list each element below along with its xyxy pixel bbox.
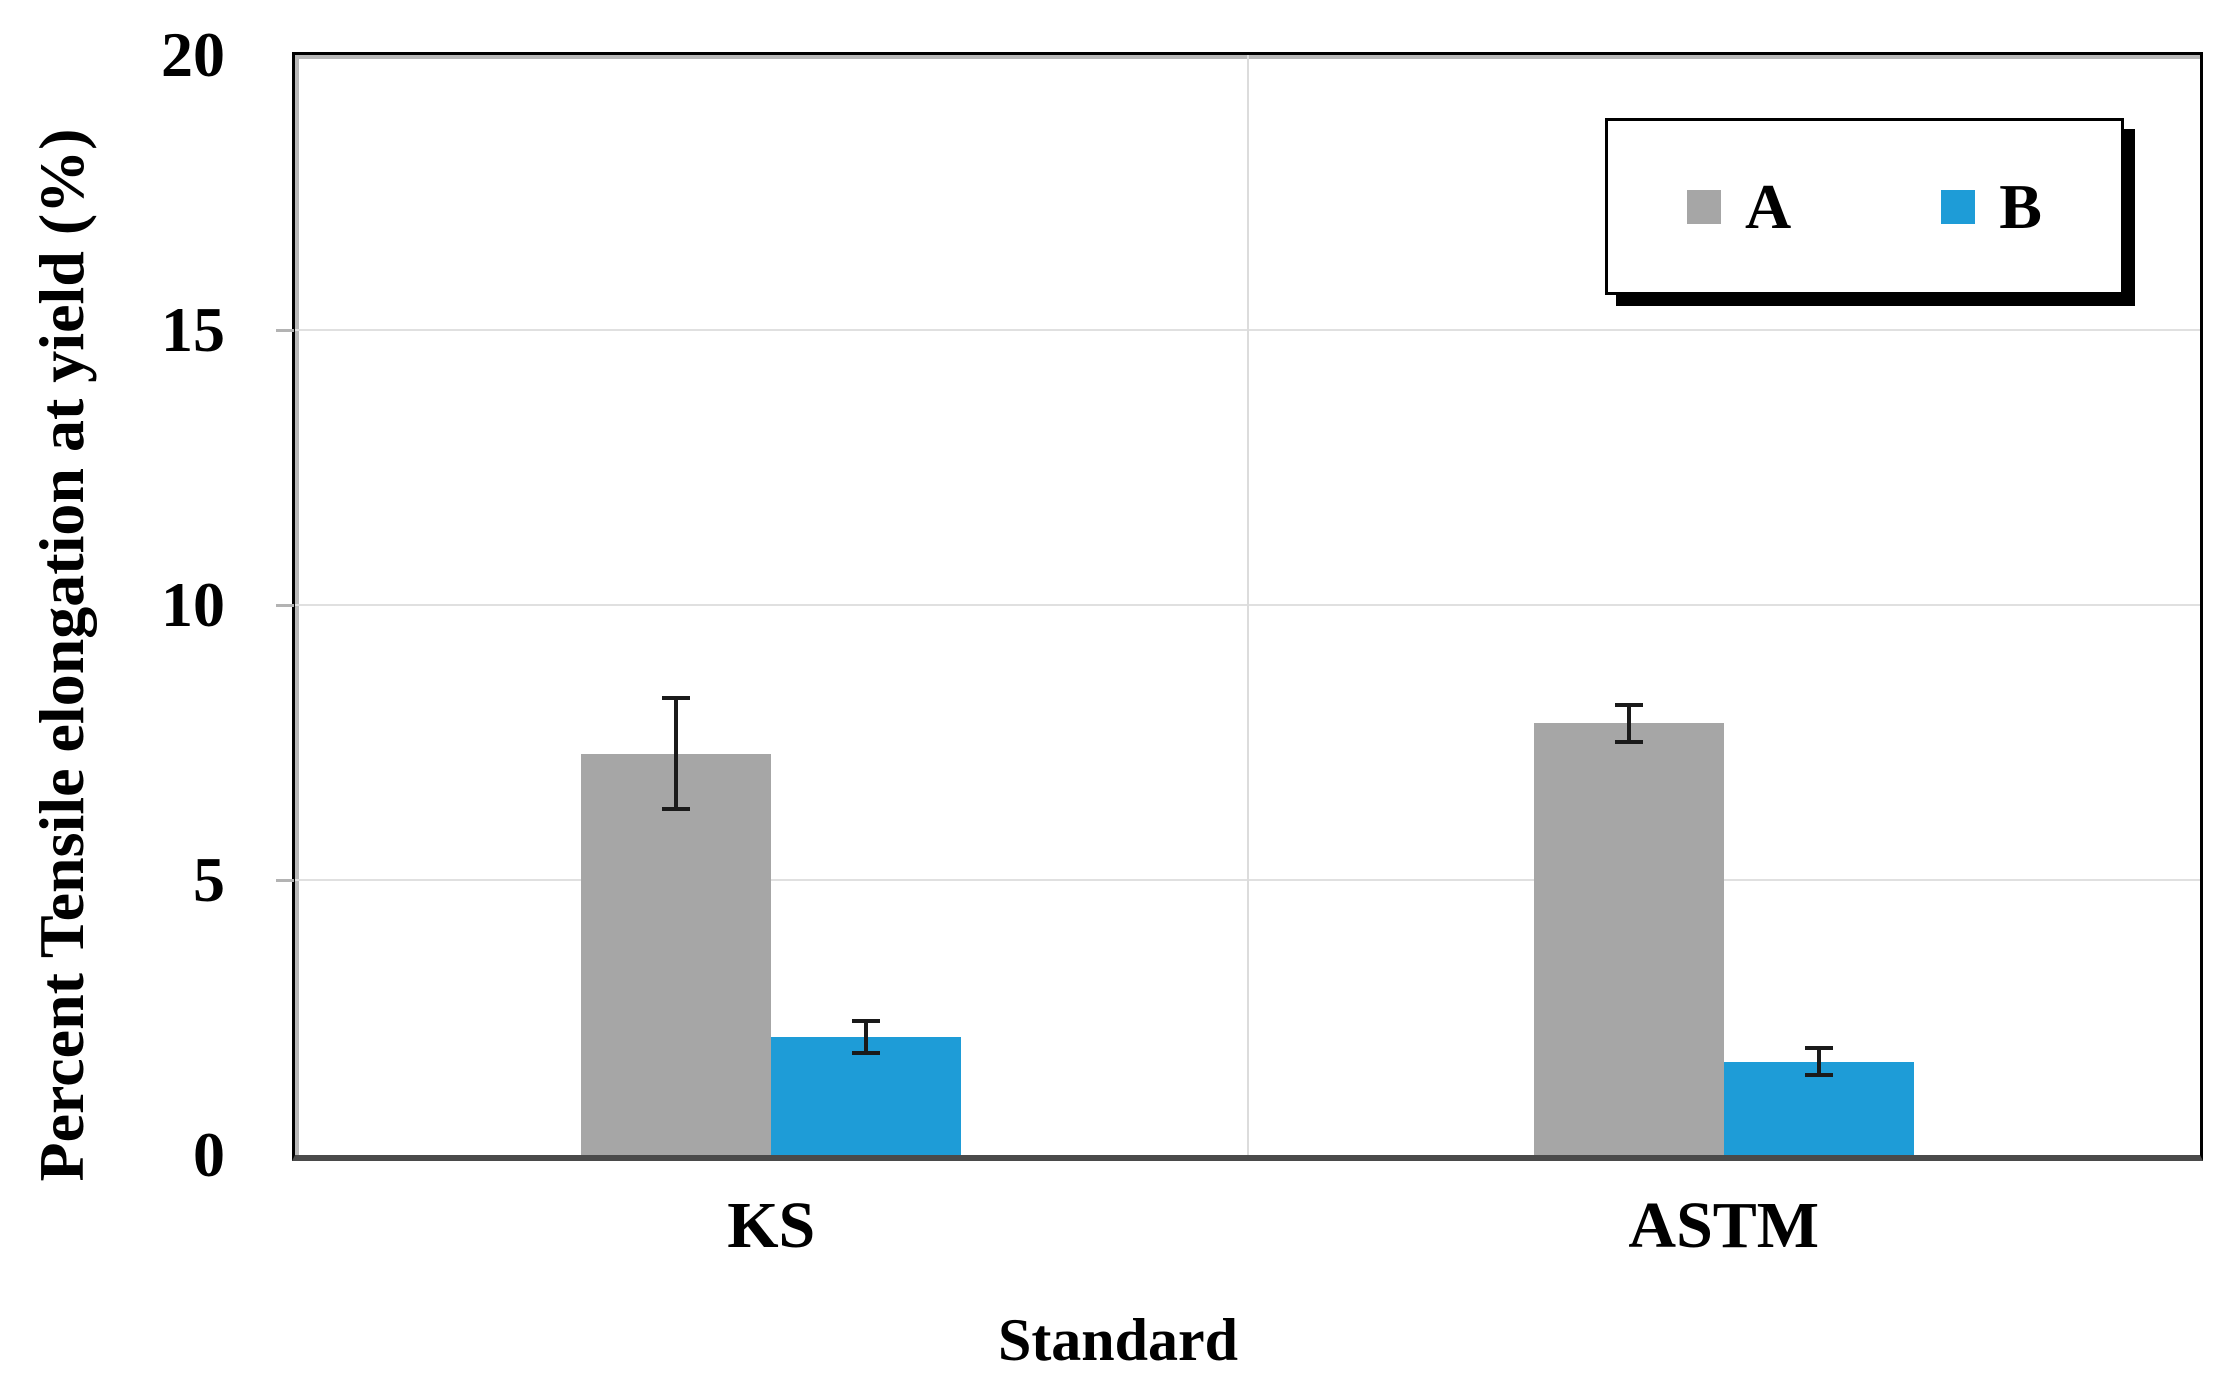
error-bar-line bbox=[864, 1018, 869, 1055]
y-tick-label-15: 15 bbox=[161, 294, 225, 365]
error-bar-bottom-cap bbox=[662, 807, 691, 812]
error-bar-B-ASTM bbox=[1804, 1046, 1833, 1077]
error-bar-bottom-cap bbox=[1804, 1072, 1833, 1077]
error-bar-A-ASTM bbox=[1614, 702, 1643, 744]
error-bar-line bbox=[1626, 702, 1631, 744]
x-category-label-KS: KS bbox=[727, 1189, 816, 1262]
series-a-swatch-icon bbox=[1687, 189, 1722, 224]
series-b-swatch-icon bbox=[1941, 189, 1976, 224]
error-bar-top-cap bbox=[852, 1018, 881, 1023]
category-divider-gridline bbox=[1246, 55, 1249, 1155]
error-bar-A-KS bbox=[662, 695, 691, 812]
x-category-label-ASTM: ASTM bbox=[1628, 1189, 1820, 1262]
x-axis-title: Standard bbox=[997, 1307, 1239, 1373]
legend-item-a: A bbox=[1687, 170, 1792, 242]
legend: A B bbox=[1605, 118, 2124, 295]
y-tick-label-0: 0 bbox=[193, 1119, 225, 1190]
bar-B-KS bbox=[771, 1036, 962, 1155]
bar-A-ASTM bbox=[1533, 723, 1724, 1155]
y-tick-mark-15 bbox=[276, 329, 294, 332]
legend-item-b: B bbox=[1941, 170, 2042, 242]
error-bar-line bbox=[1816, 1046, 1821, 1077]
error-bar-bottom-cap bbox=[1614, 739, 1643, 744]
y-axis-title: Percent Tensile elongation at yield (%) bbox=[26, 128, 97, 1182]
error-bar-top-cap bbox=[1804, 1046, 1833, 1051]
bar-B-ASTM bbox=[1723, 1061, 1914, 1155]
error-bar-top-cap bbox=[662, 695, 691, 700]
y-tick-label-10: 10 bbox=[161, 569, 225, 640]
bar-A-KS bbox=[581, 753, 772, 1155]
error-bar-bottom-cap bbox=[852, 1050, 881, 1055]
y-tick-mark-10 bbox=[276, 604, 294, 607]
error-bar-line bbox=[674, 695, 679, 812]
y-tick-label-5: 5 bbox=[193, 844, 225, 915]
legend-label-a: A bbox=[1745, 170, 1792, 242]
y-tick-label-20: 20 bbox=[161, 19, 225, 90]
error-bar-B-KS bbox=[852, 1018, 881, 1055]
legend-label-b: B bbox=[1999, 170, 2042, 242]
error-bar-top-cap bbox=[1614, 702, 1643, 707]
y-tick-mark-5 bbox=[276, 879, 294, 882]
